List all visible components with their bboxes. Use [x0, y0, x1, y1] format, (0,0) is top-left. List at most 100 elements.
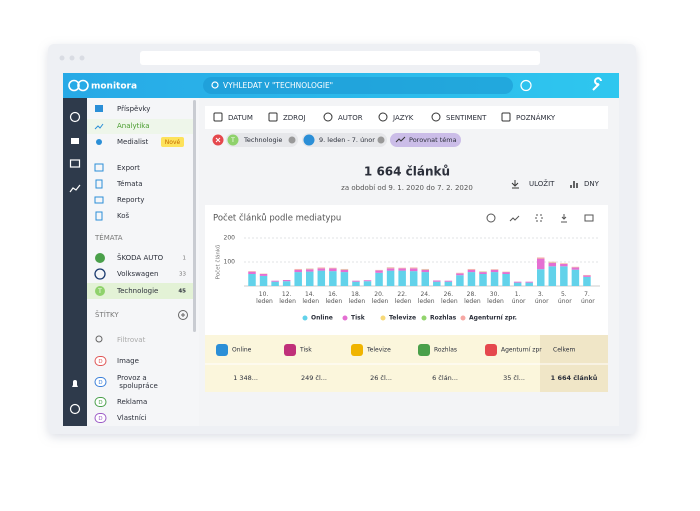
bar-segment — [456, 275, 464, 286]
chip-icon — [303, 134, 315, 146]
nav-item[interactable]: Export — [117, 164, 140, 172]
table-value: 35 čl... — [503, 374, 525, 382]
nav-item[interactable]: Koš — [117, 212, 130, 220]
legend-label[interactable]: Agenturní zpr. — [469, 315, 517, 322]
badge — [161, 137, 184, 147]
toolbar-item[interactable]: ZDROJ — [283, 114, 306, 122]
x-tick-label: 28. leden — [462, 291, 481, 305]
bar-segment — [375, 272, 383, 286]
toolbar-item[interactable]: POZNÁMKY — [516, 113, 556, 122]
y-tick-label: 200 — [224, 235, 236, 242]
y-tick-label: 100 — [224, 259, 236, 266]
compare-chip[interactable] — [390, 133, 461, 147]
help-icon[interactable] — [520, 79, 532, 92]
rail-icon[interactable] — [71, 138, 79, 144]
bar-segment — [294, 272, 302, 286]
rail-icon[interactable] — [72, 380, 78, 387]
bar-segment — [329, 268, 337, 272]
nav-item[interactable]: Reporty — [117, 196, 144, 204]
bar-segment — [363, 280, 372, 282]
toolbar-item[interactable]: SENTIMENT — [446, 114, 487, 122]
save-button[interactable]: ULOŽIT — [529, 179, 555, 188]
chip-remove[interactable] — [288, 136, 296, 144]
tag-name[interactable]: Provoz a spolupráce — [117, 374, 158, 390]
bar-segment — [490, 269, 499, 273]
nav-item[interactable]: Medialist — [117, 138, 149, 146]
chart-title: Počet článků podle mediatypu — [213, 213, 341, 224]
topic-name[interactable]: Technologie — [116, 287, 158, 295]
legend-label[interactable]: Online — [311, 315, 333, 322]
rail-icon[interactable] — [69, 159, 81, 168]
add-tag[interactable] — [178, 310, 188, 320]
filter-input[interactable]: Filtrovat — [117, 336, 146, 344]
settings-icon[interactable] — [592, 77, 602, 91]
toolbar-item[interactable]: JAZYK — [392, 114, 414, 122]
table-header: Rozhlas — [434, 347, 457, 354]
legend-label[interactable]: Televize — [389, 315, 416, 322]
tag-name[interactable]: Reklama — [117, 398, 147, 406]
nav-item[interactable]: Příspěvky — [117, 105, 150, 113]
search-placeholder: VYHLEDAT V "TECHNOLOGIE" — [223, 81, 333, 90]
bar-segment — [421, 272, 429, 286]
tag-name[interactable]: Image — [117, 357, 139, 365]
x-tick-label: 14. leden — [300, 291, 319, 305]
media-icon — [418, 344, 430, 356]
chip[interactable] — [302, 133, 387, 147]
topic-icon — [95, 286, 105, 296]
topic-name[interactable]: ŠKODA AUTO — [117, 253, 164, 262]
legend-marker — [342, 315, 348, 321]
toolbar-item[interactable]: DATUM — [228, 114, 253, 122]
rail-icon[interactable] — [69, 403, 81, 415]
bar-segment — [317, 270, 326, 286]
days-button[interactable]: DNY — [584, 180, 600, 188]
bar-segment — [479, 274, 487, 286]
filter-icon — [95, 335, 103, 343]
table-value: 26 čl... — [370, 374, 392, 382]
bar-segment — [467, 269, 476, 273]
table-header: Online — [232, 347, 252, 354]
media-icon — [284, 344, 296, 356]
bar-segment — [340, 269, 349, 273]
bar-segment — [409, 271, 418, 286]
bar-segment — [444, 281, 453, 286]
chip-remove[interactable] — [377, 136, 385, 144]
chip-icon-letter: T — [230, 137, 235, 144]
nav-item[interactable]: Témata — [116, 180, 143, 188]
topic-name[interactable]: Volkswagen — [117, 270, 158, 278]
action-icons — [94, 163, 104, 221]
legend-marker — [421, 315, 427, 321]
url-bar — [140, 51, 540, 65]
bar-segment — [248, 274, 256, 286]
bar-segment — [398, 270, 406, 286]
x-tick-label: 12. leden — [277, 291, 296, 305]
legend-label[interactable]: Tisk — [351, 315, 366, 322]
bar-segment — [282, 280, 291, 282]
period-subtitle: za období od 9. 1. 2020 do 7. 2. 2020 — [341, 184, 473, 192]
legend-label[interactable]: Rozhlas — [430, 315, 457, 322]
bar-segment — [271, 281, 279, 286]
media-icon — [351, 344, 363, 356]
x-tick-label: 22. leden — [393, 291, 412, 305]
chip[interactable] — [226, 133, 298, 147]
tag-icon — [94, 413, 107, 423]
bar-segment — [525, 281, 533, 283]
x-tick-label: 1. únor — [510, 291, 526, 305]
nav-icon — [94, 123, 104, 130]
x-tick-label: 18. leden — [347, 291, 366, 305]
bar-segment — [421, 269, 429, 273]
chip-label: Technologie — [243, 136, 282, 144]
tag-name[interactable]: Vlastníci — [117, 414, 147, 422]
bar-segment — [502, 272, 510, 274]
active-item — [87, 119, 193, 134]
topic-logo — [94, 268, 106, 280]
x-tick-label: 26. leden — [439, 291, 458, 305]
rail-icon[interactable] — [69, 111, 81, 123]
toolbar-item[interactable]: AUTOR — [338, 114, 363, 122]
rail-icon[interactable] — [69, 184, 81, 193]
bar-segment — [502, 274, 510, 286]
tag-icon — [94, 377, 107, 387]
add-tag — [181, 313, 185, 317]
nav-item[interactable]: Analytika — [117, 122, 150, 130]
search-box[interactable] — [203, 77, 513, 94]
